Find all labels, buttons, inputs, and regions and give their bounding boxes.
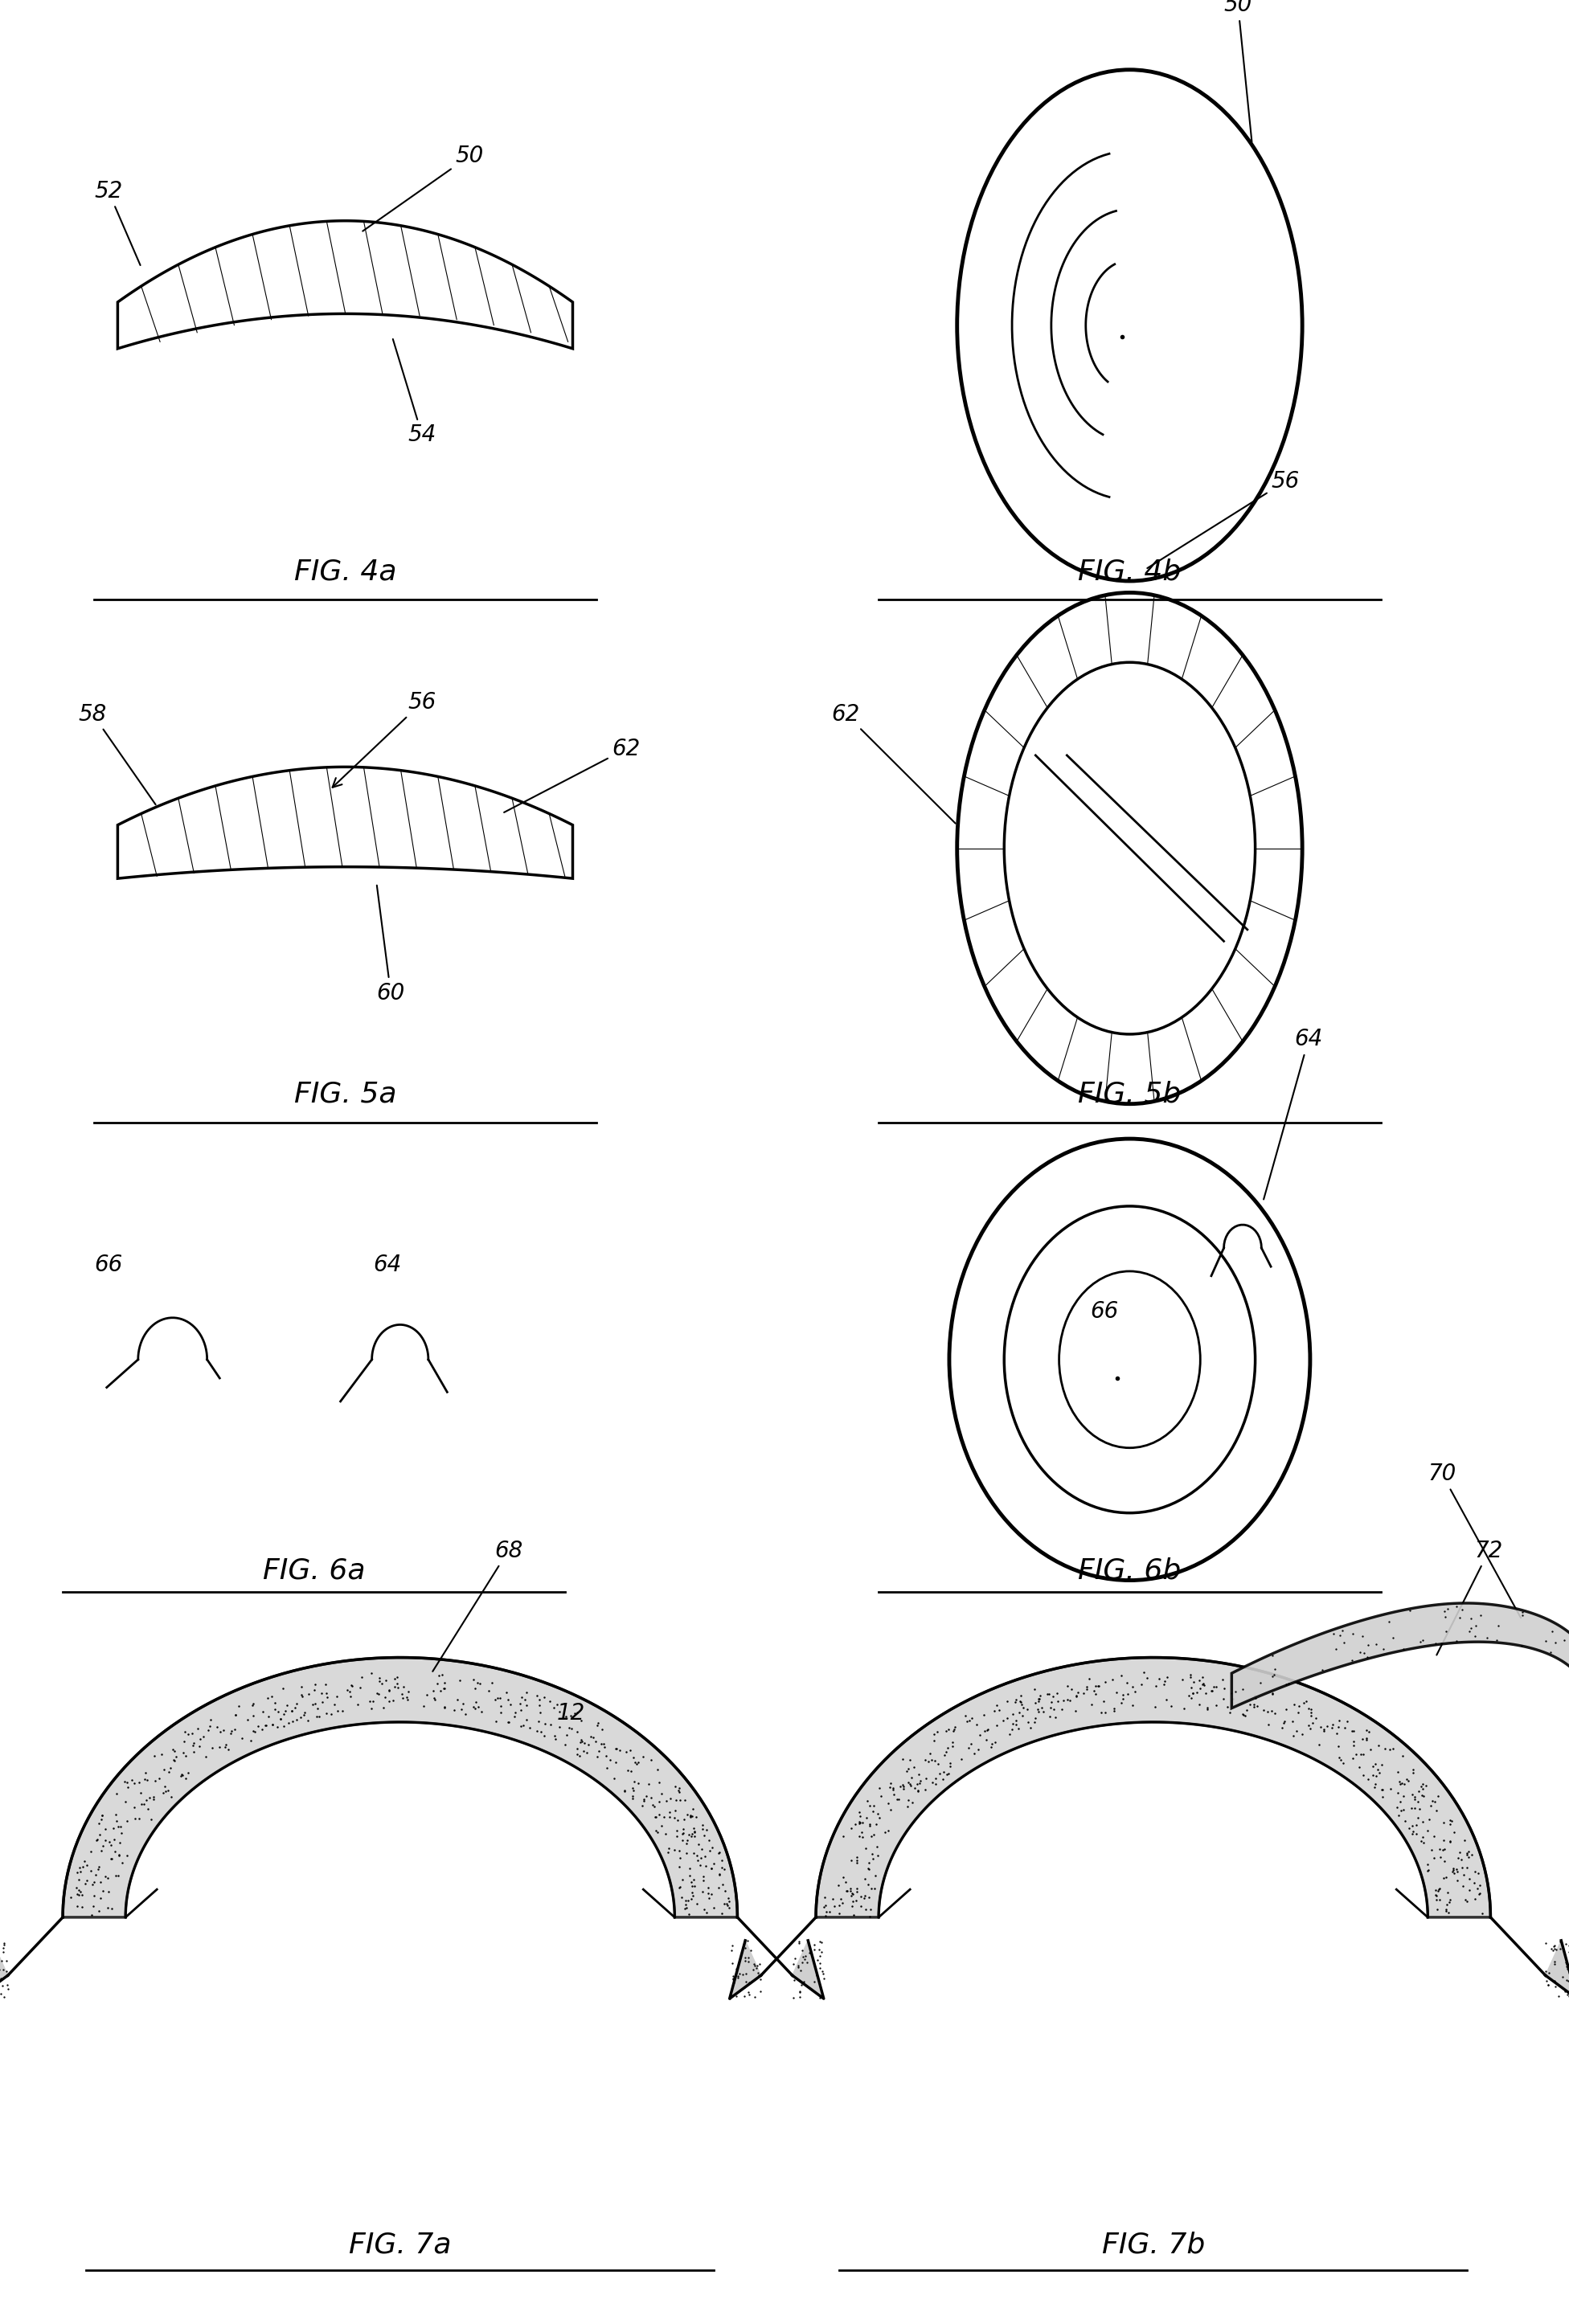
Text: 50: 50 xyxy=(362,144,483,230)
Text: 52: 52 xyxy=(94,179,140,265)
Polygon shape xyxy=(816,1657,1491,1917)
Text: 12: 12 xyxy=(557,1701,585,1724)
Polygon shape xyxy=(1232,1604,1569,1708)
Text: 66: 66 xyxy=(94,1253,122,1276)
Polygon shape xyxy=(792,1941,824,1999)
Text: 70: 70 xyxy=(1428,1462,1520,1618)
Text: 62: 62 xyxy=(504,737,640,813)
Text: 72: 72 xyxy=(1437,1538,1503,1655)
Text: 56: 56 xyxy=(1147,469,1299,567)
Polygon shape xyxy=(730,1941,761,1999)
Text: 56: 56 xyxy=(333,690,436,788)
Text: FIG. 5b: FIG. 5b xyxy=(1078,1081,1181,1109)
Text: 66: 66 xyxy=(1090,1299,1119,1322)
Text: 68: 68 xyxy=(433,1538,522,1671)
Text: 64: 64 xyxy=(1263,1027,1323,1199)
Polygon shape xyxy=(118,221,573,349)
Text: 54: 54 xyxy=(392,339,436,446)
Text: FIG. 4b: FIG. 4b xyxy=(1078,558,1181,586)
Polygon shape xyxy=(63,1657,737,1917)
Polygon shape xyxy=(0,1941,8,1999)
Text: FIG. 5a: FIG. 5a xyxy=(293,1081,397,1109)
Text: 62: 62 xyxy=(832,702,956,823)
Text: 64: 64 xyxy=(373,1253,402,1276)
Text: FIG. 7b: FIG. 7b xyxy=(1101,2231,1205,2259)
Text: 60: 60 xyxy=(377,885,405,1004)
Text: FIG. 6a: FIG. 6a xyxy=(262,1557,366,1585)
Text: FIG. 7a: FIG. 7a xyxy=(348,2231,452,2259)
Polygon shape xyxy=(118,767,573,878)
Text: FIG. 6b: FIG. 6b xyxy=(1078,1557,1181,1585)
Text: 58: 58 xyxy=(78,702,155,804)
Polygon shape xyxy=(1545,1941,1569,1999)
Text: FIG. 4a: FIG. 4a xyxy=(293,558,397,586)
Text: 50: 50 xyxy=(1224,0,1252,142)
